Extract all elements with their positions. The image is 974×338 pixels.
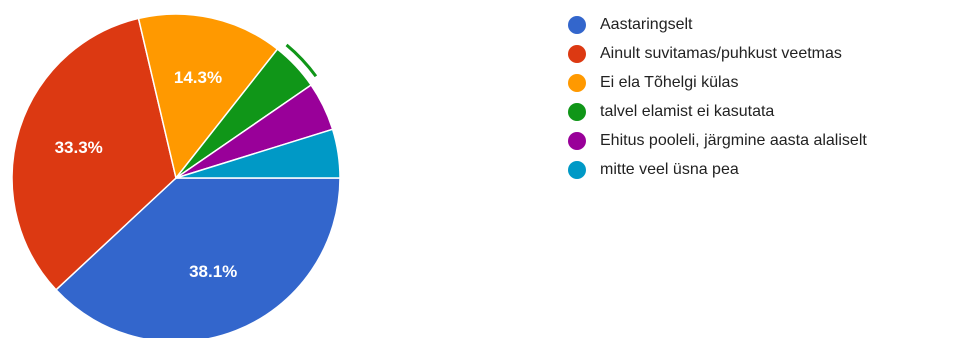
pie-slice-highlight-3 (285, 43, 318, 78)
legend-item-0[interactable]: Aastaringselt (568, 10, 867, 39)
pie-data-label-0: 38.1% (189, 262, 237, 281)
pie-slice-0[interactable] (54, 177, 341, 338)
pie-slice-2[interactable] (137, 13, 279, 180)
legend-item-5[interactable]: mitte veel üsna pea (568, 155, 867, 184)
pie-data-label-2: 14.3% (174, 68, 222, 87)
legend-swatch-2 (568, 73, 586, 92)
legend-item-3[interactable]: talvel elamist ei kasutata (568, 97, 867, 126)
legend-item-2[interactable]: Ei ela Tõhelgi külas (568, 68, 867, 97)
pie-slice-1[interactable] (11, 17, 177, 291)
legend-label-5: mitte veel üsna pea (600, 160, 739, 178)
legend-swatch-0 (568, 15, 586, 34)
pie-slice-5[interactable] (175, 128, 341, 179)
legend-label-3: talvel elamist ei kasutata (600, 102, 775, 120)
legend: Aastaringselt Ainult suvitamas/puhkust ve… (568, 10, 867, 184)
legend-swatch-3 (568, 102, 586, 121)
legend-swatch-1 (568, 44, 586, 63)
legend-label-2: Ei ela Tõhelgi külas (600, 73, 739, 91)
legend-swatch-4 (568, 131, 586, 150)
legend-label-0: Aastaringselt (600, 15, 693, 33)
legend-item-1[interactable]: Ainult suvitamas/puhkust veetmas (568, 39, 867, 68)
legend-label-4: Ehitus pooleli, järgmine aasta alaliselt (600, 131, 867, 149)
legend-swatch-5 (568, 160, 586, 179)
legend-label-1: Ainult suvitamas/puhkust veetmas (600, 44, 842, 62)
pie-slices (11, 13, 341, 338)
pie-data-label-1: 33.3% (55, 138, 103, 157)
pie-data-labels: 38.1% 33.3% 14.3% (55, 68, 238, 281)
legend-item-4[interactable]: Ehitus pooleli, järgmine aasta alaliselt (568, 126, 867, 155)
